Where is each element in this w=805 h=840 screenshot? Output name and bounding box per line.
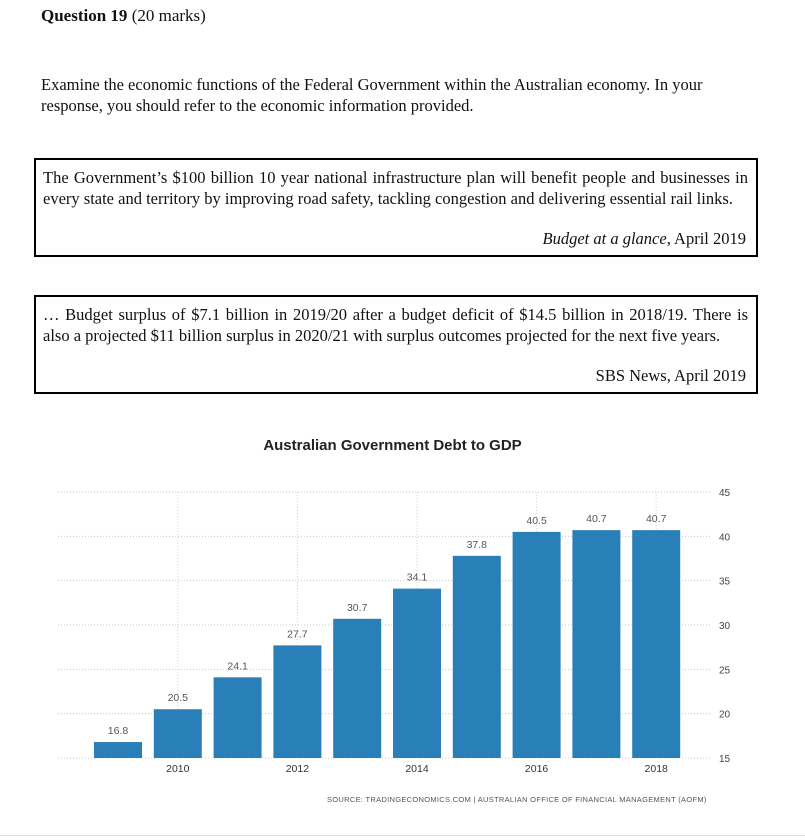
bar <box>94 742 142 758</box>
bar <box>393 588 441 758</box>
data-label: 40.7 <box>586 513 607 525</box>
y-tick-label: 15 <box>719 754 731 765</box>
data-label: 27.7 <box>287 628 308 640</box>
source-attribution: SBS News, April 2019 <box>595 366 746 385</box>
y-tick-label: 30 <box>719 621 731 632</box>
question-number: Question 19 <box>41 6 128 25</box>
question-heading: Question 19 (20 marks) <box>41 6 206 26</box>
debt-to-gdp-chart: 15 20 25 30 35 40 45 16.8 20.5 24.1 27.7 30.7 34.1 37… <box>58 488 731 775</box>
source-box-infrastructure: The Government’s $100 billion 10 year na… <box>34 158 758 257</box>
bar <box>632 530 681 758</box>
source-attribution: Budget at a glance, April 2019 <box>543 228 746 249</box>
chart-source: SOURCE: TRADINGECONOMICS.COM | AUSTRALIA… <box>327 795 707 804</box>
data-label: 40.7 <box>646 513 667 525</box>
source-box-budget: … Budget surplus of $7.1 billion in 2019… <box>34 295 758 394</box>
attribution-date: , April 2019 <box>666 229 746 248</box>
chart-title: Australian Government Debt to GDP <box>263 437 522 454</box>
data-label: 30.7 <box>347 602 368 614</box>
data-label: 16.8 <box>108 725 129 737</box>
y-tick-label: 20 <box>719 710 731 721</box>
data-label: 37.8 <box>467 539 488 551</box>
x-tick-label: 2010 <box>166 763 190 775</box>
bar <box>153 709 202 758</box>
y-tick-label: 45 <box>719 488 731 499</box>
x-tick-label: 2014 <box>405 763 429 775</box>
y-tick-label: 35 <box>719 577 731 588</box>
data-label: 24.1 <box>227 660 248 672</box>
bar <box>333 618 382 758</box>
bar <box>572 530 621 758</box>
bar <box>452 555 501 758</box>
source-text: The Government’s $100 billion 10 year na… <box>43 168 748 208</box>
source-text: … Budget surplus of $7.1 billion in 2019… <box>43 305 748 345</box>
data-label: 40.5 <box>526 515 547 527</box>
question-prompt: Examine the economic functions of the Fe… <box>41 75 703 115</box>
data-label: 34.1 <box>407 572 428 584</box>
x-tick-label: 2018 <box>645 763 669 775</box>
divider <box>0 835 805 836</box>
y-tick-label: 25 <box>719 665 731 676</box>
data-label: 20.5 <box>168 692 189 704</box>
attribution-title: Budget at a glance <box>542 229 667 248</box>
x-tick-label: 2016 <box>525 763 549 775</box>
bar <box>512 531 561 758</box>
bar <box>273 645 322 758</box>
bar <box>213 677 262 758</box>
x-tick-label: 2012 <box>286 763 310 775</box>
y-tick-label: 40 <box>719 532 731 543</box>
question-marks: (20 marks) <box>131 6 206 25</box>
